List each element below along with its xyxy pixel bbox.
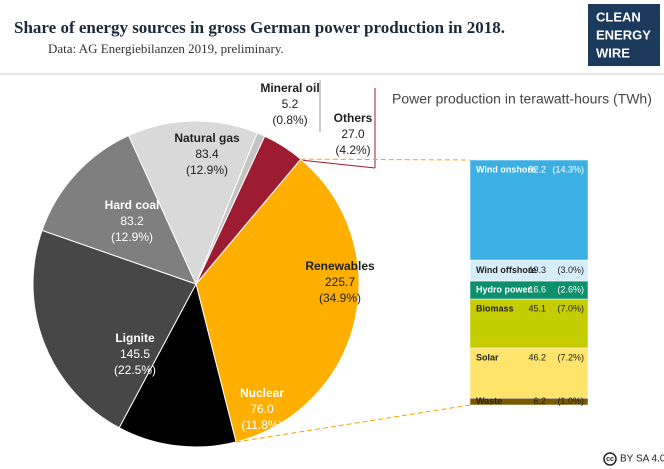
slice-value: 83.4: [195, 147, 219, 161]
slice-value: 76.0: [250, 402, 274, 416]
pie-slice: [127, 120, 258, 286]
slice-label: Mineral oil: [260, 81, 319, 95]
segment-value: 19.3: [528, 265, 546, 275]
segment-label: Wind onshore: [476, 164, 536, 174]
bar-segment: [469, 159, 589, 261]
slice-label: Hard coal: [105, 198, 160, 212]
cc-icon: [603, 452, 617, 466]
slice-share: (12.9%): [111, 230, 153, 244]
segment-value: 16.6: [528, 284, 546, 294]
slice-share: (0.8%): [272, 113, 307, 127]
segment-share: (3.0%): [557, 265, 584, 275]
logo-text: CLEAN: [596, 9, 641, 24]
segment-value: 45.1: [528, 303, 546, 313]
pie-slice: [195, 135, 302, 285]
slice-share: (34.9%): [319, 291, 361, 305]
slice-share: (12.9%): [186, 163, 228, 177]
pie-slice: [118, 282, 237, 448]
slice-share: (11.8%): [241, 418, 282, 432]
slice-value: 27.0: [341, 127, 365, 141]
segment-label: Hydro power: [476, 284, 532, 294]
segment-label: Waste: [476, 396, 502, 406]
segment-value: 92.2: [528, 164, 546, 174]
segment-value: 46.2: [528, 352, 546, 362]
slice-value: 145.5: [120, 347, 150, 361]
chart-title: Share of energy sources in gross German …: [14, 18, 505, 37]
callout-line: [299, 159, 376, 169]
bar-segment: [469, 398, 589, 406]
pie-slice: [32, 229, 197, 429]
slice-value: 83.2: [120, 214, 144, 228]
cc-icon-text: cc: [606, 456, 614, 463]
segment-share: (14.3%): [552, 164, 584, 174]
slice-label: Others: [334, 111, 373, 125]
connector-line: [300, 158, 471, 161]
segment-label: Solar: [476, 352, 499, 362]
license: BY SA 4.0: [620, 454, 664, 465]
pie-slice: [41, 134, 197, 285]
slice-value: 5.2: [282, 97, 299, 111]
slice-share: (22.5%): [114, 363, 156, 377]
segment-label: Biomass: [476, 303, 514, 313]
segment-share: (7.2%): [557, 352, 584, 362]
pie-slice: [195, 158, 360, 443]
logo-text: WIRE: [596, 45, 630, 60]
slice-label: Renewables: [305, 259, 375, 273]
segment-share: (7.0%): [557, 303, 584, 313]
logo-box: [588, 4, 660, 66]
chart-subtitle: Data: AG Energiebilanzen 2019, prelimina…: [48, 41, 284, 56]
segment-value: 6.2: [533, 396, 546, 406]
slice-label: Lignite: [115, 331, 155, 345]
segment-share: (2.6%): [557, 284, 584, 294]
slice-label: Natural gas: [174, 131, 240, 145]
bar-title: Power production in terawatt-hours (TWh): [392, 91, 652, 107]
slice-share: (4.2%): [335, 143, 370, 157]
bar-segment: [469, 298, 589, 349]
slice-value: 225.7: [325, 275, 355, 289]
logo-text: ENERGY: [596, 27, 651, 42]
segment-label: Wind offshore: [476, 265, 536, 275]
slice-label: Nuclear: [240, 386, 284, 400]
segment-share: (1.0%): [557, 396, 584, 406]
bar-segment: [469, 347, 589, 399]
